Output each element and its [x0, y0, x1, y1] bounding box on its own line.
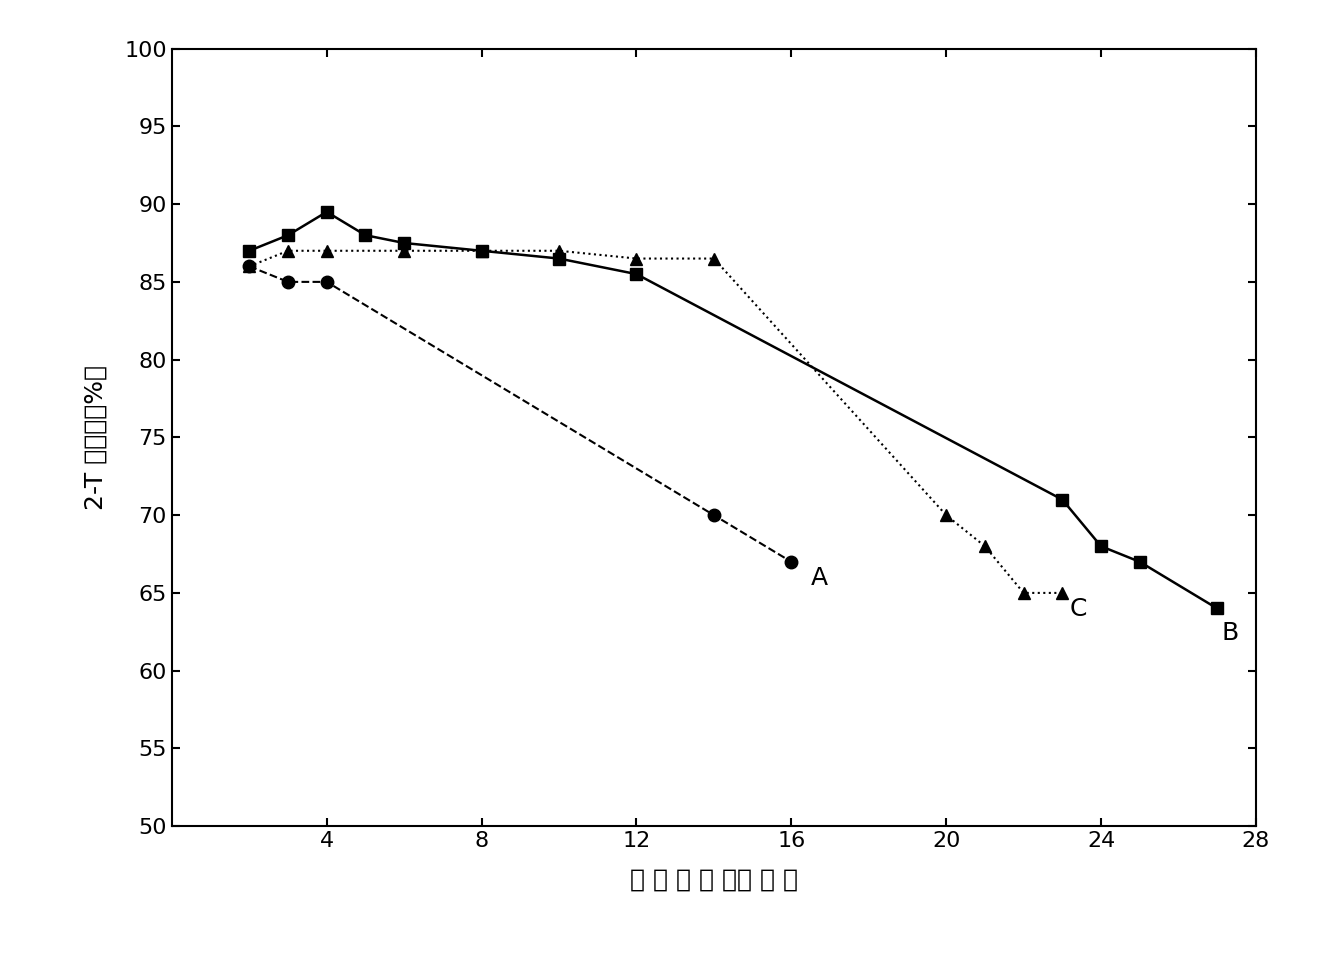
Text: A: A: [810, 566, 828, 590]
X-axis label: 反 应 时 间 （小 时 ）: 反 应 时 间 （小 时 ）: [629, 868, 798, 891]
Text: B: B: [1222, 620, 1239, 644]
Y-axis label: 2-T 转化率（%）: 2-T 转化率（%）: [83, 364, 107, 510]
Text: C: C: [1069, 597, 1088, 621]
